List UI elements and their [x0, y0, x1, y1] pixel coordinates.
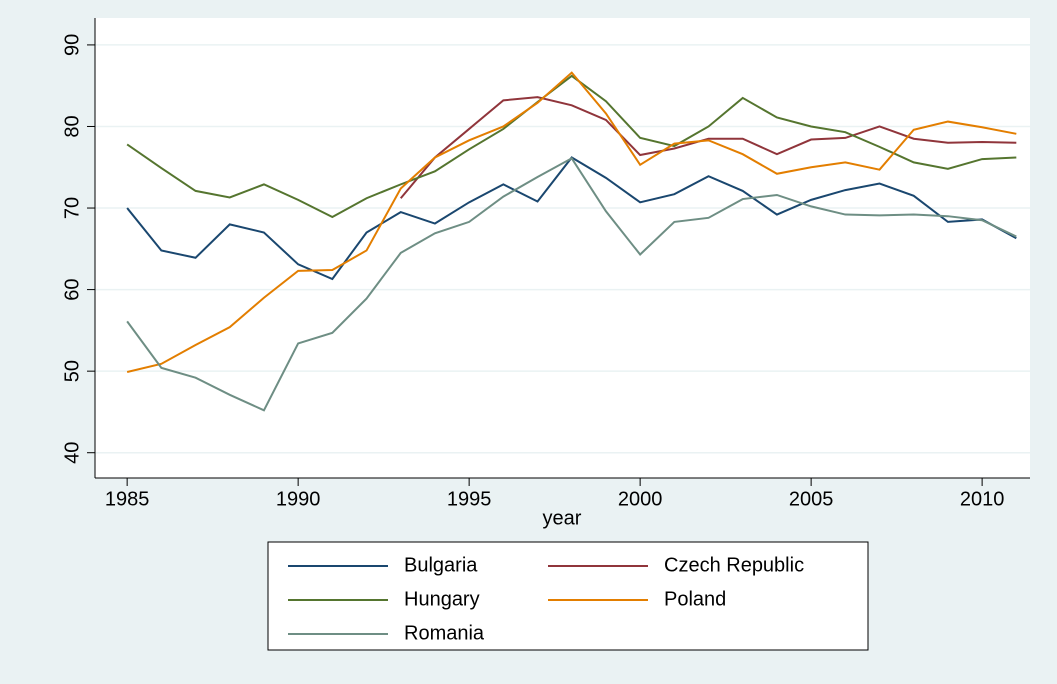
y-tick-label: 70	[61, 197, 83, 219]
y-tick-label: 40	[61, 442, 83, 464]
x-tick-label: 1985	[105, 488, 150, 510]
x-axis-label: year	[543, 507, 582, 529]
series-line	[126, 156, 1017, 412]
y-tick-label: 80	[61, 115, 83, 137]
legend	[267, 541, 869, 651]
series-line	[399, 96, 1017, 199]
x-tick-label: 2010	[960, 488, 1005, 510]
legend-label: Bulgaria	[404, 554, 478, 576]
legend-label: Hungary	[404, 588, 480, 610]
y-tick-label: 90	[61, 34, 83, 56]
x-tick-label: 2000	[618, 488, 663, 510]
legend-label: Poland	[664, 588, 726, 610]
legend-label: Czech Republic	[664, 554, 804, 576]
x-tick-label: 1990	[276, 488, 321, 510]
series-line	[126, 74, 1017, 219]
series-line	[126, 71, 1017, 373]
x-tick-label: 2005	[789, 488, 834, 510]
y-tick-label: 60	[61, 278, 83, 300]
x-tick-label: 1995	[447, 488, 492, 510]
legend-label: Romania	[404, 622, 485, 644]
plot-area	[95, 18, 1030, 478]
y-tick-label: 50	[61, 360, 83, 382]
